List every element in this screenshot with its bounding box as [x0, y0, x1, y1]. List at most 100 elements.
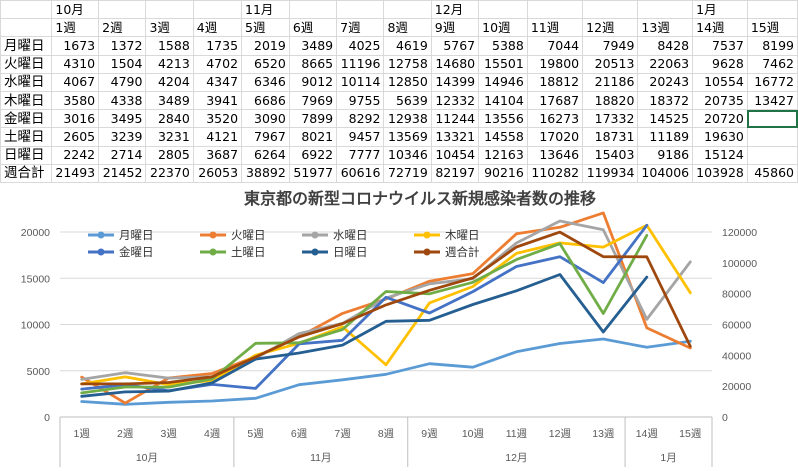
cell-value[interactable]: 6264	[241, 145, 290, 165]
cell-value[interactable]: 17687	[526, 90, 584, 111]
cell-value[interactable]: 12332	[430, 90, 480, 111]
cell-value[interactable]: 119934	[582, 163, 639, 183]
week-header-cell[interactable]: 11週	[526, 18, 584, 38]
cell-value[interactable]: 1673	[51, 36, 100, 56]
cell-value[interactable]: 7969	[288, 90, 338, 111]
cell-value[interactable]: 4347	[192, 72, 243, 92]
month-header-cell[interactable]	[478, 0, 528, 20]
cell-value[interactable]: 21452	[98, 163, 147, 183]
cell-value[interactable]: 20720	[692, 109, 748, 129]
cell-value[interactable]: 22370	[145, 163, 194, 183]
cell-value[interactable]: 11189	[637, 127, 694, 147]
cell-value[interactable]: 4310	[51, 54, 100, 74]
cell-value[interactable]: 2605	[51, 127, 100, 147]
cell-value[interactable]: 3090	[241, 109, 290, 129]
cell-value[interactable]: 6922	[288, 145, 338, 165]
week-header-cell[interactable]: 3週	[145, 18, 194, 38]
month-header-cell[interactable]	[746, 0, 798, 20]
week-header-cell[interactable]: 13週	[637, 18, 694, 38]
cell-value[interactable]: 9012	[288, 72, 338, 92]
month-header-cell[interactable]	[336, 0, 385, 20]
cell-value[interactable]: 14946	[478, 72, 528, 92]
month-header-cell[interactable]	[98, 0, 147, 20]
line-chart[interactable]: 東京都の新型コロナウイルス新規感染者数の推移 0 5000 10000 15000 20…	[0, 180, 798, 467]
row-label[interactable]: 水曜日	[0, 72, 53, 92]
week-header-cell[interactable]: 12週	[582, 18, 639, 38]
cell-value[interactable]: 7967	[241, 127, 290, 147]
cell-value[interactable]: 4213	[145, 54, 194, 74]
cell-value[interactable]: 13427	[746, 90, 798, 111]
cell-value[interactable]: 14680	[430, 54, 480, 74]
cell-value[interactable]: 9457	[336, 127, 385, 147]
cell-value[interactable]: 20243	[637, 72, 694, 92]
cell-value[interactable]: 18812	[526, 72, 584, 92]
cell-value[interactable]: 22063	[637, 54, 694, 74]
month-header-cell[interactable]	[526, 0, 584, 20]
cell-value[interactable]: 2840	[145, 109, 194, 129]
cell-value[interactable]: 7899	[288, 109, 338, 129]
cell-value[interactable]: 82197	[430, 163, 480, 183]
cell-value[interactable]: 4121	[192, 127, 243, 147]
cell-value[interactable]: 1504	[98, 54, 147, 74]
cell-value[interactable]: 103928	[692, 163, 748, 183]
cell-value[interactable]: 21186	[582, 72, 639, 92]
month-header-cell[interactable]: 1月	[692, 0, 748, 20]
cell-value[interactable]: 2019	[241, 36, 290, 56]
week-header-cell[interactable]: 9週	[430, 18, 480, 38]
cell-value[interactable]: 7044	[526, 36, 584, 56]
month-header-cell[interactable]	[192, 0, 243, 20]
week-header-cell[interactable]: 1週	[51, 18, 100, 38]
cell-value[interactable]: 11244	[430, 109, 480, 129]
month-header-cell[interactable]	[582, 0, 639, 20]
cell-value[interactable]: 12850	[383, 72, 432, 92]
cell-value[interactable]: 10114	[336, 72, 385, 92]
cell-value[interactable]: 2805	[145, 145, 194, 165]
cell-value[interactable]: 3239	[98, 127, 147, 147]
cell-value[interactable]: 7537	[692, 36, 748, 56]
cell-value[interactable]: 4067	[51, 72, 100, 92]
cell-value[interactable]: 90216	[478, 163, 528, 183]
cell-value[interactable]: 3495	[98, 109, 147, 129]
cell-value[interactable]: 3016	[51, 109, 100, 129]
cell-value[interactable]: 20735	[692, 90, 748, 111]
cell-value[interactable]: 51977	[288, 163, 338, 183]
month-header-cell[interactable]: 12月	[430, 0, 480, 20]
cell-value[interactable]	[746, 145, 798, 165]
row-label[interactable]: 月曜日	[0, 36, 53, 56]
cell-value[interactable]: 6686	[241, 90, 290, 111]
cell-value[interactable]	[746, 127, 798, 147]
week-header-cell[interactable]: 6週	[288, 18, 338, 38]
cell-value[interactable]: 2714	[98, 145, 147, 165]
cell-value[interactable]: 15501	[478, 54, 528, 74]
cell-value[interactable]: 13556	[478, 109, 528, 129]
month-header-cell[interactable]: 11月	[241, 0, 290, 20]
cell-value[interactable]: 19630	[692, 127, 748, 147]
cell-value[interactable]: 13569	[383, 127, 432, 147]
cell-value[interactable]: 12758	[383, 54, 432, 74]
week-header-cell[interactable]: 10週	[478, 18, 528, 38]
cell-value[interactable]: 7462	[746, 54, 798, 74]
cell-value[interactable]: 18820	[582, 90, 639, 111]
month-header-cell[interactable]	[383, 0, 432, 20]
cell-value[interactable]: 14104	[478, 90, 528, 111]
cell-value[interactable]: 3489	[145, 90, 194, 111]
cell-value[interactable]: 19800	[526, 54, 584, 74]
month-header-cell[interactable]	[0, 0, 53, 20]
cell-value[interactable]: 1735	[192, 36, 243, 56]
cell-value[interactable]: 12938	[383, 109, 432, 129]
cell-value[interactable]: 38892	[241, 163, 290, 183]
cell-value[interactable]: 9628	[692, 54, 748, 74]
cell-value[interactable]: 8199	[746, 36, 798, 56]
cell-value[interactable]: 4204	[145, 72, 194, 92]
cell-value[interactable]: 13646	[526, 145, 584, 165]
cell-value[interactable]: 4338	[98, 90, 147, 111]
cell-value[interactable]: 11196	[336, 54, 385, 74]
cell-value[interactable]: 16273	[526, 109, 584, 129]
cell-value[interactable]: 4790	[98, 72, 147, 92]
cell-value[interactable]: 4025	[336, 36, 385, 56]
cell-value[interactable]: 5639	[383, 90, 432, 111]
cell-value[interactable]: 14525	[637, 109, 694, 129]
cell-value[interactable]: 3580	[51, 90, 100, 111]
row-label[interactable]: 金曜日	[0, 109, 53, 129]
cell-value[interactable]: 17020	[526, 127, 584, 147]
